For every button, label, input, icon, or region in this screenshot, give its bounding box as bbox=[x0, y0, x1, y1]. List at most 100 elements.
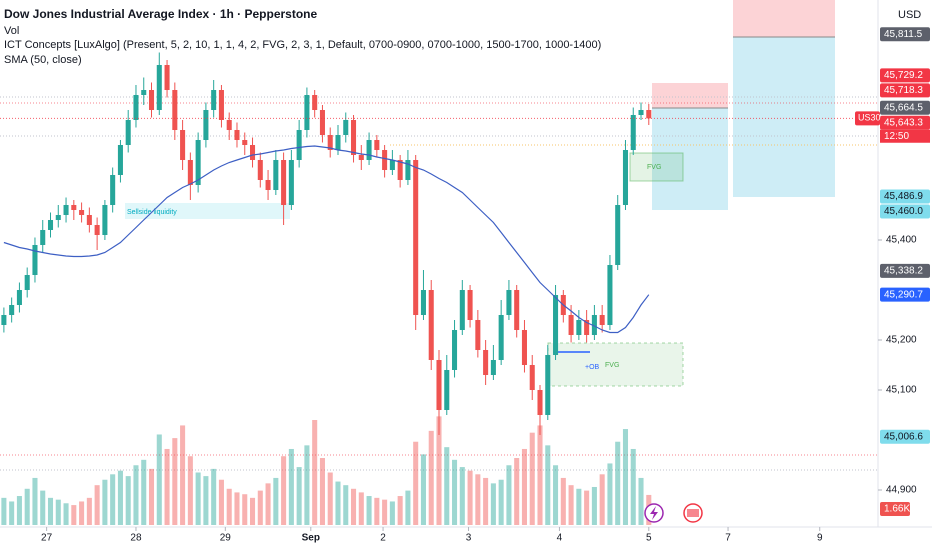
symbol-tag: US30 bbox=[858, 113, 881, 123]
candle-body bbox=[156, 65, 162, 110]
price-label-box bbox=[880, 27, 930, 42]
candle-body bbox=[584, 320, 590, 335]
volume-bar bbox=[141, 459, 147, 525]
x-tick-label: 3 bbox=[466, 533, 472, 544]
axis-layer: 44,900 45,100 45,200 45,400 27 28 29 Sep 2 3 4 5 7 9 4… bbox=[41, 27, 930, 544]
volume-bar bbox=[389, 501, 395, 525]
candle-body bbox=[436, 360, 442, 410]
y-tick-label: 44,900 bbox=[886, 485, 917, 496]
volume-bar bbox=[591, 486, 597, 525]
volume-bar bbox=[296, 467, 302, 525]
candle-body bbox=[529, 365, 535, 390]
candle-body bbox=[257, 160, 263, 180]
event-icon-glyph bbox=[650, 506, 658, 520]
candle-body bbox=[249, 145, 256, 160]
candle-body bbox=[498, 315, 504, 360]
candle-body bbox=[304, 95, 310, 130]
volume-bar bbox=[521, 448, 527, 525]
volume-bar bbox=[257, 490, 263, 525]
candle-body bbox=[490, 360, 496, 375]
price-label: 45,338.2 bbox=[884, 266, 923, 277]
volume-bar bbox=[71, 505, 77, 525]
x-tick-label: Sep bbox=[302, 533, 320, 544]
candle-body bbox=[351, 120, 357, 155]
volume-bar bbox=[553, 465, 559, 525]
volume-bar bbox=[63, 503, 69, 525]
candle-body bbox=[16, 290, 22, 305]
price-label: 45,006.6 bbox=[884, 431, 923, 442]
volume-bar bbox=[467, 470, 473, 525]
candle-body bbox=[273, 160, 279, 190]
volume-bar bbox=[607, 463, 613, 525]
volume-bar bbox=[195, 472, 201, 525]
volume-bar bbox=[55, 499, 61, 525]
volume-bar bbox=[265, 483, 271, 525]
chart-title: Dow Jones Industrial Average Index · 1h … bbox=[4, 7, 318, 21]
indicator: ICT Concepts [LuxAlgo] (Present, 5, 2, 1… bbox=[4, 39, 601, 51]
volume-bar bbox=[281, 456, 287, 525]
candle-body bbox=[475, 320, 481, 350]
candle-body bbox=[79, 210, 85, 215]
volume-bar bbox=[32, 477, 38, 525]
volume-bar bbox=[622, 429, 629, 525]
volume-bar bbox=[428, 430, 434, 525]
candle-body bbox=[288, 160, 294, 205]
candle-body bbox=[389, 160, 395, 170]
price-label: 45,643.3 bbox=[884, 117, 923, 128]
candle-body bbox=[607, 265, 613, 325]
countdown-box bbox=[880, 129, 930, 143]
candle-body bbox=[319, 110, 325, 135]
price-label-box bbox=[880, 429, 930, 444]
candle-body bbox=[125, 120, 131, 145]
volume-bar bbox=[148, 468, 155, 525]
volume-bar bbox=[413, 441, 419, 525]
overlay-layer bbox=[0, 117, 878, 334]
volume-bar bbox=[630, 448, 636, 525]
candle-body bbox=[141, 90, 147, 95]
volume-bar bbox=[444, 447, 450, 525]
candle-body bbox=[553, 295, 559, 355]
candle-body bbox=[117, 145, 123, 175]
x-tick-label: 27 bbox=[41, 533, 53, 544]
candle-body bbox=[24, 275, 30, 290]
indicator: SMA (50, close) bbox=[4, 54, 82, 66]
candle-body bbox=[9, 305, 15, 315]
fvg-box bbox=[629, 152, 684, 182]
y-tick-label: 45,200 bbox=[886, 335, 917, 346]
candle-body bbox=[622, 150, 629, 205]
price-label-box bbox=[880, 263, 930, 278]
volume-bar bbox=[358, 492, 364, 525]
candle-body bbox=[382, 150, 388, 170]
volume-bar bbox=[180, 425, 186, 525]
volume-bar bbox=[436, 416, 442, 525]
candle-body bbox=[203, 110, 209, 140]
volume-bar bbox=[226, 488, 232, 525]
volume-bar bbox=[133, 465, 139, 525]
candle-body bbox=[32, 245, 38, 275]
candle-body bbox=[506, 290, 512, 315]
volume-bar bbox=[288, 448, 294, 525]
candle-body bbox=[343, 120, 349, 135]
volume-bar bbox=[9, 501, 15, 525]
annotation: +OB bbox=[585, 364, 600, 371]
symbol-tag-box bbox=[855, 111, 880, 126]
volume-bar bbox=[312, 420, 318, 525]
candle-body bbox=[638, 110, 644, 115]
candle-body bbox=[358, 155, 364, 160]
candle-body bbox=[459, 290, 465, 330]
candle-body bbox=[327, 135, 333, 150]
candle-body bbox=[576, 320, 582, 335]
candle-body bbox=[86, 215, 92, 225]
stop-zone bbox=[652, 83, 728, 108]
volume-bar bbox=[1, 497, 7, 525]
candle-body bbox=[187, 160, 193, 185]
volume-bar bbox=[483, 477, 489, 525]
target-zone bbox=[733, 37, 835, 197]
volume-label: 1.66K bbox=[884, 504, 910, 515]
volume-bar bbox=[319, 458, 325, 525]
volume-bar bbox=[560, 477, 566, 525]
currency: USD bbox=[898, 9, 921, 21]
target-zone bbox=[652, 108, 728, 210]
candle-body bbox=[94, 225, 100, 235]
volume-bar bbox=[187, 456, 193, 525]
